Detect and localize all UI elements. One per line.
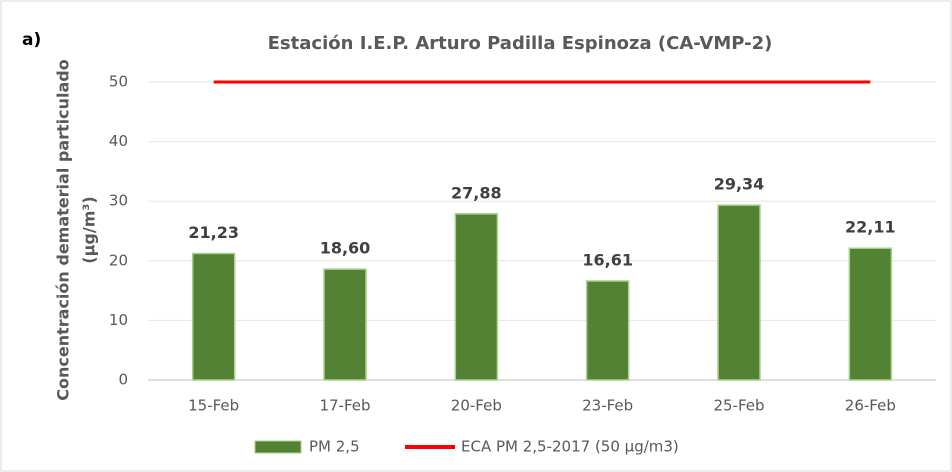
x-tick-label: 20-Feb: [451, 397, 502, 415]
legend-label: PM 2,5: [309, 438, 360, 456]
x-tick-label: 15-Feb: [188, 397, 239, 415]
bar: [191, 252, 236, 381]
legend-label: ECA PM 2,5-2017 (50 µg/m3): [461, 438, 679, 456]
bar: [585, 280, 630, 381]
data-label: 29,34: [714, 175, 765, 194]
bar: [848, 247, 893, 381]
legend-swatch: [254, 440, 302, 454]
y-tick-label: 50: [109, 73, 128, 91]
y-tick-label: 10: [109, 311, 128, 329]
data-label: 22,11: [845, 218, 896, 237]
x-tick-label: 17-Feb: [319, 397, 370, 415]
x-tick-label: 26-Feb: [845, 397, 896, 415]
y-tick-label: 40: [109, 132, 128, 150]
x-tick-label: 23-Feb: [582, 397, 633, 415]
bar: [323, 268, 367, 381]
y-tick-label: 20: [109, 251, 128, 269]
y-tick-label: 0: [118, 371, 128, 389]
data-label: 21,23: [188, 223, 239, 242]
y-axis-label: Concentración dematerial particulado: [54, 59, 73, 400]
bar: [717, 204, 761, 381]
y-tick-label: 30: [109, 192, 128, 210]
bar: [454, 213, 499, 381]
data-label: 16,61: [582, 251, 633, 270]
data-label: 18,60: [320, 239, 371, 258]
panel-label: a): [22, 30, 41, 50]
chart-title: Estación I.E.P. Arturo Padilla Espinoza …: [268, 33, 773, 54]
y-axis-label: (µg/m³): [80, 196, 99, 263]
data-label: 27,88: [451, 183, 502, 202]
x-tick-label: 25-Feb: [713, 397, 764, 415]
